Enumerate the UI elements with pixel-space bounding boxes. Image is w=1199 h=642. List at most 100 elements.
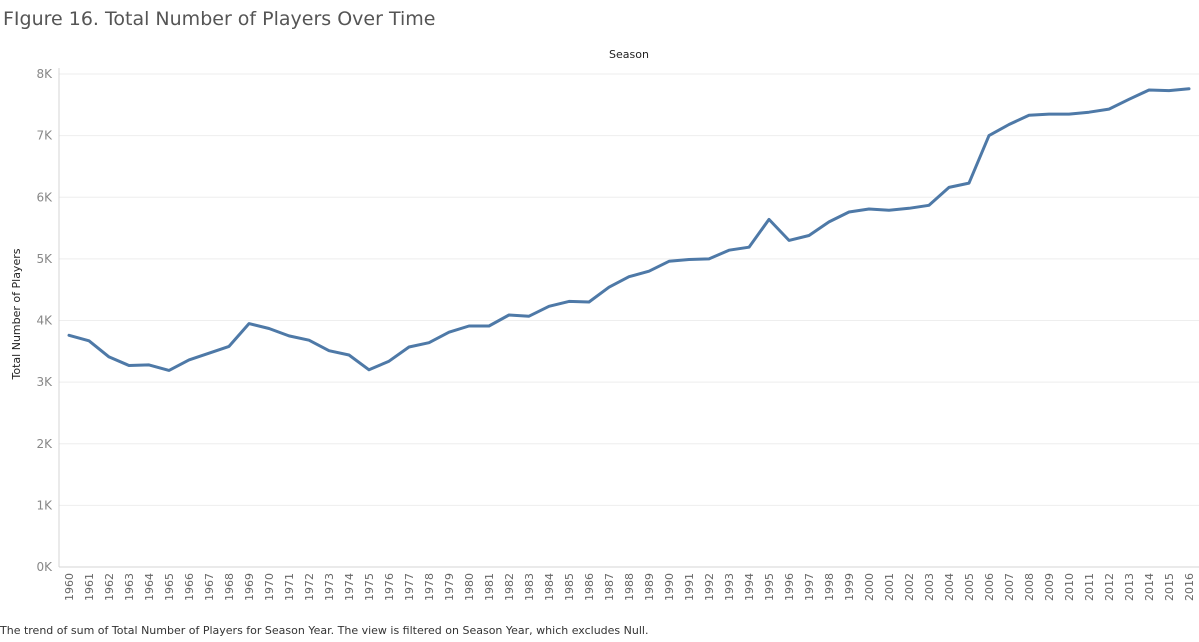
data-point[interactable] [1067,112,1071,116]
x-tick-label: 1985 [563,573,576,601]
data-point[interactable] [67,333,71,337]
x-tick-label: 1979 [443,573,456,601]
x-tick-label: 1971 [283,573,296,601]
x-tick-label: 1991 [683,573,696,601]
data-point[interactable] [567,299,571,303]
x-tick-label: 1961 [83,573,96,601]
data-point[interactable] [847,210,851,214]
data-point[interactable] [227,344,231,348]
x-tick-label: 2012 [1103,573,1116,601]
data-point[interactable] [867,207,871,211]
y-tick-label: 0K [36,560,53,574]
x-tick-label: 1993 [723,573,736,601]
data-point[interactable] [767,217,771,221]
data-point[interactable] [427,341,431,345]
y-tick-label: 2K [36,437,53,451]
data-point[interactable] [1127,97,1131,101]
data-point[interactable] [327,349,331,353]
x-tick-label: 1970 [263,573,276,601]
x-tick-label: 1966 [183,573,196,601]
x-tick-label: 2014 [1143,573,1156,601]
x-tick-label: 1986 [583,573,596,601]
x-tick-label: 1976 [383,573,396,601]
x-tick-label: 1983 [523,573,536,601]
x-tick-label: 1978 [423,573,436,601]
x-tick-label: 2004 [943,573,956,601]
data-point[interactable] [707,257,711,261]
data-point[interactable] [447,330,451,334]
data-point[interactable] [687,257,691,261]
data-point[interactable] [627,275,631,279]
data-point[interactable] [947,185,951,189]
x-tick-label: 1968 [223,573,236,601]
data-point[interactable] [1167,89,1171,93]
x-tick-label: 1997 [803,573,816,601]
x-tick-label: 2009 [1043,573,1056,601]
data-point[interactable] [107,355,111,359]
y-tick-label: 5K [36,252,53,266]
x-tick-label: 2002 [903,573,916,601]
x-axis-ticks: 1960 1961 1962 1963 1964 1965 1966 1967 1968 1969… [63,573,1196,601]
data-point[interactable] [487,324,491,328]
data-point[interactable] [1027,113,1031,117]
x-tick-label: 2015 [1163,573,1176,601]
x-tick-label: 2016 [1183,573,1196,601]
data-point[interactable] [207,351,211,355]
data-point[interactable] [907,206,911,210]
y-axis-title: Total Number of Players [10,248,23,380]
y-axis-ticks: 0K 1K 2K 3K 4K 5K 6K 7K 8K [36,67,53,574]
data-point[interactable] [127,363,131,367]
data-point[interactable] [887,208,891,212]
data-point[interactable] [827,220,831,224]
x-tick-label: 1996 [783,573,796,601]
data-point[interactable] [967,181,971,185]
column-header: Season [609,48,649,61]
data-point[interactable] [287,334,291,338]
data-point[interactable] [747,245,751,249]
data-point[interactable] [187,358,191,362]
data-point[interactable] [247,322,251,326]
data-point[interactable] [507,313,511,317]
data-point[interactable] [667,259,671,263]
data-point[interactable] [1047,112,1051,116]
footer-caption: The trend of sum of Total Number of Play… [0,624,649,637]
x-tick-label: 2000 [863,573,876,601]
y-tick-label: 8K [36,67,53,81]
x-tick-label: 1989 [643,573,656,601]
data-point[interactable] [787,238,791,242]
data-point[interactable] [147,363,151,367]
data-point[interactable] [367,368,371,372]
data-point[interactable] [267,327,271,331]
x-tick-label: 1981 [483,573,496,601]
data-point[interactable] [987,134,991,138]
data-point[interactable] [87,339,91,343]
data-point[interactable] [387,359,391,363]
data-point[interactable] [807,233,811,237]
x-tick-label: 2011 [1083,573,1096,601]
x-tick-label: 1982 [503,573,516,601]
data-point[interactable] [167,368,171,372]
y-tick-label: 1K [36,498,53,512]
x-tick-label: 1994 [743,573,756,601]
data-point[interactable] [927,203,931,207]
data-point[interactable] [547,304,551,308]
data-point[interactable] [467,324,471,328]
data-point[interactable] [647,269,651,273]
data-point[interactable] [727,248,731,252]
data-point[interactable] [347,353,351,357]
data-point[interactable] [1107,107,1111,111]
data-point[interactable] [1007,123,1011,127]
data-point[interactable] [527,314,531,318]
gridlines [58,68,1199,568]
data-point[interactable] [407,345,411,349]
data-point[interactable] [607,285,611,289]
data-point[interactable] [1187,87,1191,91]
data-point[interactable] [587,300,591,304]
x-tick-label: 1987 [603,573,616,601]
x-tick-label: 2006 [983,573,996,601]
data-point[interactable] [1147,88,1151,92]
data-point[interactable] [307,338,311,342]
x-tick-label: 2001 [883,573,896,601]
data-point[interactable] [1087,110,1091,114]
